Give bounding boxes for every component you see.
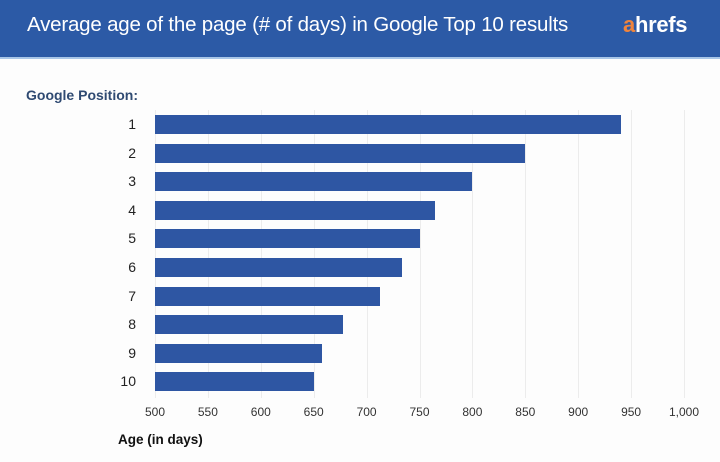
gridline [472,110,474,398]
y-category-label: 6 [128,259,136,275]
gridline [578,110,580,398]
x-tick-label: 1,000 [668,405,700,419]
gridline [260,110,262,398]
ahrefs-logo: ahrefs [623,12,688,37]
x-tick-label: 700 [356,405,377,419]
x-tick-label: 850 [515,405,536,419]
bar-position-9 [155,343,323,363]
bar-position-5 [155,229,420,249]
bar-position-4 [155,200,436,220]
gridline [419,110,421,398]
y-category-label: 10 [120,373,136,390]
x-tick-label: 750 [409,405,430,419]
y-category-label: 7 [128,287,136,304]
bar-position-3 [155,172,473,192]
y-category-label: 9 [128,344,136,361]
gridline [525,110,527,398]
y-category-label: 4 [128,201,136,218]
x-tick-label: 600 [250,405,271,419]
y-category-label: 5 [128,230,136,247]
bar-position-2 [155,143,526,163]
x-tick-label: 900 [568,405,589,419]
plot-area [155,110,685,398]
y-category-label: 3 [128,173,136,190]
bar-position-10 [155,372,314,392]
x-tick-label: 550 [197,405,218,419]
chart-header: Average age of the page (# of days) in G… [0,0,720,59]
gridline [155,110,156,398]
y-category-label: 8 [128,316,136,333]
x-axis-title: Age (in days) [118,432,203,447]
bar-position-8 [155,315,344,335]
y-axis-title: Google Position: [26,87,138,103]
x-tick-label: 800 [462,405,483,419]
gridline [207,110,209,398]
chart-title: Average age of the page (# of days) in G… [27,13,569,36]
gridline [313,110,315,398]
bar-position-1 [155,115,621,134]
x-tick-label: 650 [303,405,324,419]
x-tick-label: 500 [144,405,166,419]
bar-position-6 [155,258,402,277]
gridline [631,110,633,398]
x-tick-label: 950 [621,405,642,419]
bar-position-7 [155,286,381,306]
gridline [684,110,685,398]
y-category-label: 1 [128,116,136,132]
y-category-label: 2 [128,144,136,161]
gridline [366,110,368,398]
